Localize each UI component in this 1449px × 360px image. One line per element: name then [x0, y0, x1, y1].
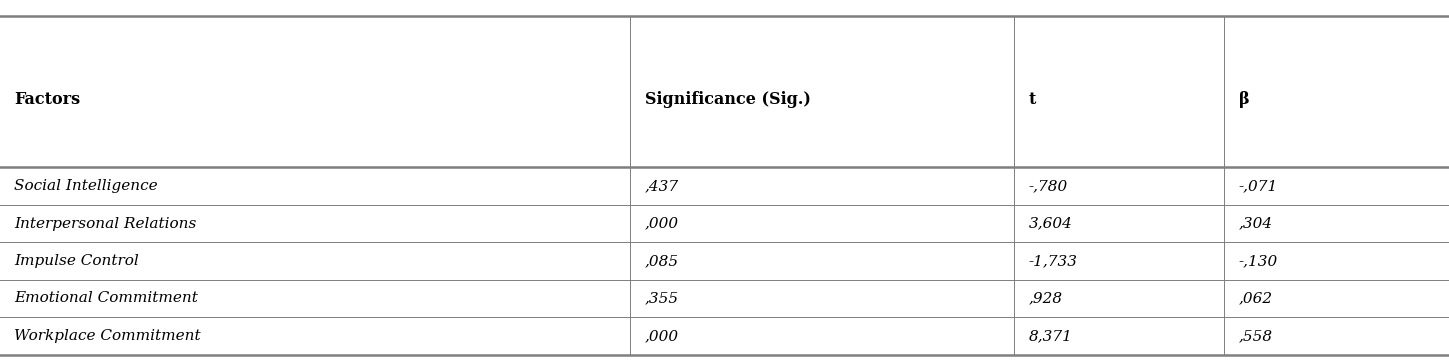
Text: Social Intelligence: Social Intelligence: [14, 179, 158, 193]
Text: Workplace Commitment: Workplace Commitment: [14, 329, 201, 343]
Text: Impulse Control: Impulse Control: [14, 254, 139, 268]
Text: ,304: ,304: [1239, 217, 1274, 230]
Text: 8,371: 8,371: [1029, 329, 1072, 343]
Text: ,437: ,437: [645, 179, 680, 193]
Text: ,000: ,000: [645, 217, 680, 230]
Text: ,558: ,558: [1239, 329, 1274, 343]
Text: Significance (Sig.): Significance (Sig.): [645, 91, 810, 108]
Text: -,780: -,780: [1029, 179, 1068, 193]
Text: -1,733: -1,733: [1029, 254, 1078, 268]
Text: Interpersonal Relations: Interpersonal Relations: [14, 217, 197, 230]
Text: ,000: ,000: [645, 329, 680, 343]
Text: -,071: -,071: [1239, 179, 1278, 193]
Text: β: β: [1239, 91, 1249, 108]
Text: ,085: ,085: [645, 254, 680, 268]
Text: ,355: ,355: [645, 292, 680, 305]
Text: ,062: ,062: [1239, 292, 1274, 305]
Text: ,928: ,928: [1029, 292, 1064, 305]
Text: t: t: [1029, 91, 1036, 108]
Text: -,130: -,130: [1239, 254, 1278, 268]
Text: Emotional Commitment: Emotional Commitment: [14, 292, 199, 305]
Text: Factors: Factors: [14, 91, 81, 108]
Text: 3,604: 3,604: [1029, 217, 1072, 230]
